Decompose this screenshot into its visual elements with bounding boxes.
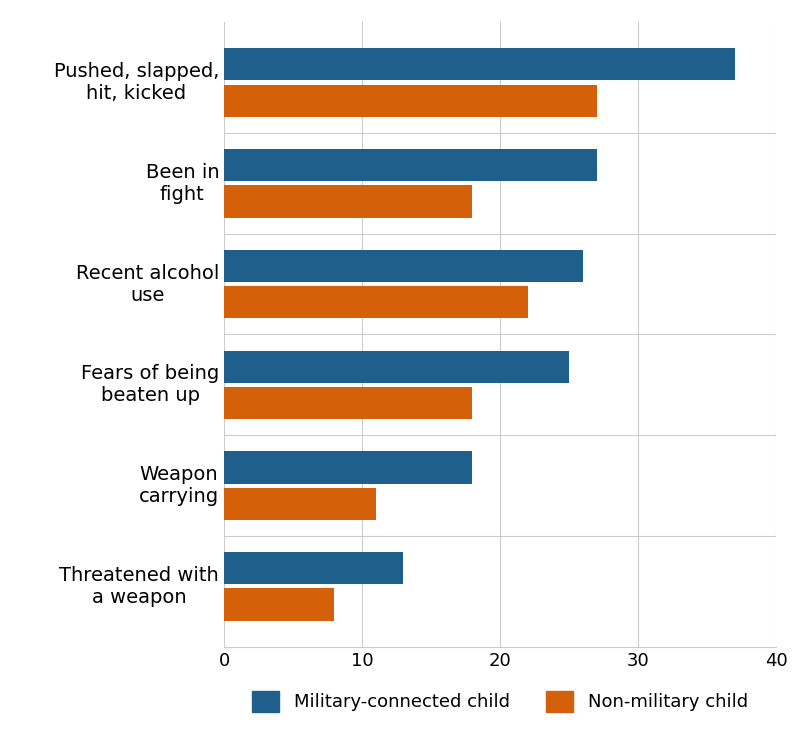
Bar xyxy=(224,451,472,484)
Bar xyxy=(224,351,569,383)
Bar xyxy=(224,185,472,218)
Bar xyxy=(224,588,334,620)
Bar xyxy=(224,387,472,419)
Bar xyxy=(224,49,734,81)
Bar xyxy=(224,85,597,117)
Legend: Military-connected child, Non-military child: Military-connected child, Non-military c… xyxy=(245,684,755,719)
Bar xyxy=(224,552,403,584)
Bar xyxy=(224,149,597,182)
Bar xyxy=(224,487,376,520)
Bar xyxy=(224,250,583,282)
Bar xyxy=(224,286,528,318)
